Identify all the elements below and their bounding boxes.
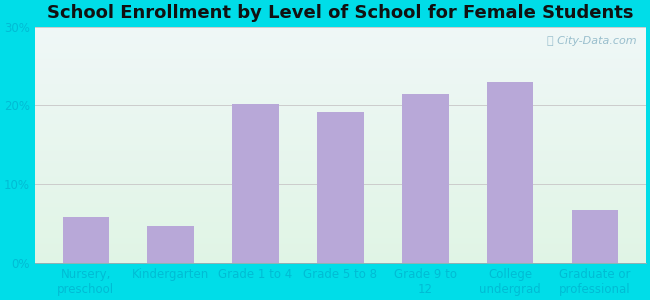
Bar — [317, 112, 364, 263]
Bar — [487, 82, 534, 263]
Bar — [571, 210, 618, 263]
Text: ⓘ City-Data.com: ⓘ City-Data.com — [547, 36, 636, 46]
Bar — [62, 217, 109, 263]
Title: School Enrollment by Level of School for Female Students: School Enrollment by Level of School for… — [47, 4, 634, 22]
Bar — [232, 104, 279, 263]
Bar — [402, 94, 448, 263]
Bar — [148, 226, 194, 263]
